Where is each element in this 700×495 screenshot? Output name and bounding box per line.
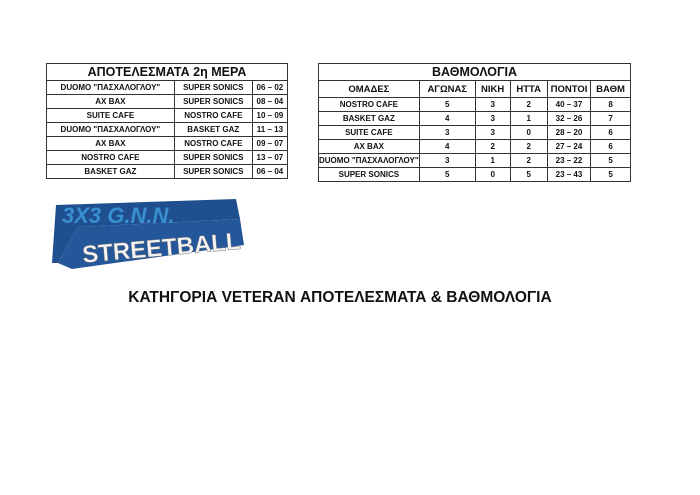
standings-cell: 5 [590,153,631,168]
result-row: AX BAX SUPER SONICS 08 – 04 [46,94,289,109]
away-team: NOSTRO CAFE [173,108,253,123]
standings-cell: 2 [509,153,548,168]
standings-cell: 3 [418,125,476,140]
standings-cell: 2 [509,139,548,154]
standings-cell: 3 [474,111,511,126]
home-team: DUOMO "ΠΑΣΧΑΛΟΓΛΟΥ" [46,122,175,137]
result-row: SUITE CAFE NOSTRO CAFE 10 – 09 [46,108,289,123]
standings-row: BASKET GAZ 4 3 1 32 – 26 7 [318,111,631,126]
standings-cell: 32 – 26 [546,111,592,126]
away-team: BASKET GAZ [173,122,253,137]
standings-cell: SUITE CAFE [318,125,420,140]
standings-cell: DUOMO "ΠΑΣΧΑΛΟΓΛΟΥ" [318,153,420,168]
home-team: BASKET GAZ [46,164,175,179]
away-team: NOSTRO CAFE [173,136,253,151]
column-header: ΠΟΝΤΟΙ [546,80,592,98]
standings-row: DUOMO "ΠΑΣΧΑΛΟΓΛΟΥ" 3 1 2 23 – 22 5 [318,153,631,168]
home-team: NOSTRO CAFE [46,150,175,165]
standings-title: ΒΑΘΜΟΛΟΓΙΑ [318,63,631,81]
caption: ΚΑΤΗΓΟΡΙΑ VETERAN ΑΠΟΤΕΛΕΣΜΑΤΑ & ΒΑΘΜΟΛΟ… [128,289,552,306]
results-table: ΑΠΟΤΕΛΕΣΜΑΤΑ 2η ΜΕΡΑ DUOMO "ΠΑΣΧΑΛΟΓΛΟΥ"… [46,63,289,179]
svg-text:3X3 G.N.N.: 3X3 G.N.N. [62,203,174,228]
standings-cell: 2 [509,97,548,112]
column-header: ΑΓΩΝΑΣ [418,80,476,98]
column-header: ΗΤΤΑ [509,80,548,98]
standings-cell: 3 [474,125,511,140]
home-team: AX BAX [46,136,175,151]
result-row: BASKET GAZ SUPER SONICS 06 – 04 [46,164,289,179]
standings-cell: 5 [509,167,548,182]
score: 10 – 09 [251,108,289,123]
home-team: SUITE CAFE [46,108,175,123]
standings-cell: 4 [418,111,476,126]
away-team: SUPER SONICS [173,94,253,109]
away-team: SUPER SONICS [173,150,253,165]
score: 06 – 02 [251,80,289,95]
standings-table: ΒΑΘΜΟΛΟΓΙΑ ΟΜΑΔΕΣ ΑΓΩΝΑΣ ΝΙΚΗ ΗΤΤΑ ΠΟΝΤΟΙ ΒΑΘ… [318,63,631,182]
standings-row: AX BAX 4 2 2 27 – 24 6 [318,139,631,154]
result-row: DUOMO "ΠΑΣΧΑΛΟΓΛΟΥ" BASKET GAZ 11 – 13 [46,122,289,137]
score: 13 – 07 [251,150,289,165]
standings-cell: 23 – 43 [546,167,592,182]
column-header: ΟΜΑΔΕΣ [318,80,420,98]
standings-cell: 40 – 37 [546,97,592,112]
home-team: AX BAX [46,94,175,109]
standings-cell: AX BAX [318,139,420,154]
standings-cell: NOSTRO CAFE [318,97,420,112]
standings-cell: 27 – 24 [546,139,592,154]
standings-cell: 7 [590,111,631,126]
score: 09 – 07 [251,136,289,151]
result-row: NOSTRO CAFE SUPER SONICS 13 – 07 [46,150,289,165]
result-row: DUOMO "ΠΑΣΧΑΛΟΓΛΟΥ" SUPER SONICS 06 – 02 [46,80,289,95]
standings-cell: 6 [590,139,631,154]
away-team: SUPER SONICS [173,80,253,95]
column-header: ΒΑΘΜ [590,80,631,98]
standings-cell: 1 [474,153,511,168]
home-team: DUOMO "ΠΑΣΧΑΛΟΓΛΟΥ" [46,80,175,95]
standings-cell: 0 [474,167,511,182]
results-title: ΑΠΟΤΕΛΕΣΜΑΤΑ 2η ΜΕΡΑ [46,63,288,81]
away-team: SUPER SONICS [173,164,253,179]
standings-row: SUITE CAFE 3 3 0 28 – 20 6 [318,125,631,140]
standings-cell: 8 [590,97,631,112]
score: 06 – 04 [251,164,289,179]
standings-row: NOSTRO CAFE 5 3 2 40 – 37 8 [318,97,631,112]
standings-cell: 4 [418,139,476,154]
standings-cell: BASKET GAZ [318,111,420,126]
standings-cell: 0 [509,125,548,140]
standings-cell: 5 [590,167,631,182]
standings-cell: 3 [474,97,511,112]
standings-cell: 6 [590,125,631,140]
standings-cell: SUPER SONICS [318,167,420,182]
score: 08 – 04 [251,94,289,109]
standings-row: SUPER SONICS 5 0 5 23 – 43 5 [318,167,631,182]
standings-cell: 3 [418,153,476,168]
result-row: AX BAX NOSTRO CAFE 09 – 07 [46,136,289,151]
standings-cell: 2 [474,139,511,154]
streetball-logo: 3X3 G.N.N. STREETBALL [52,199,244,269]
score: 11 – 13 [251,122,289,137]
standings-cell: 23 – 22 [546,153,592,168]
column-header: ΝΙΚΗ [474,80,511,98]
standings-cell: 1 [509,111,548,126]
standings-cell: 5 [418,97,476,112]
standings-cell: 28 – 20 [546,125,592,140]
standings-cell: 5 [418,167,476,182]
